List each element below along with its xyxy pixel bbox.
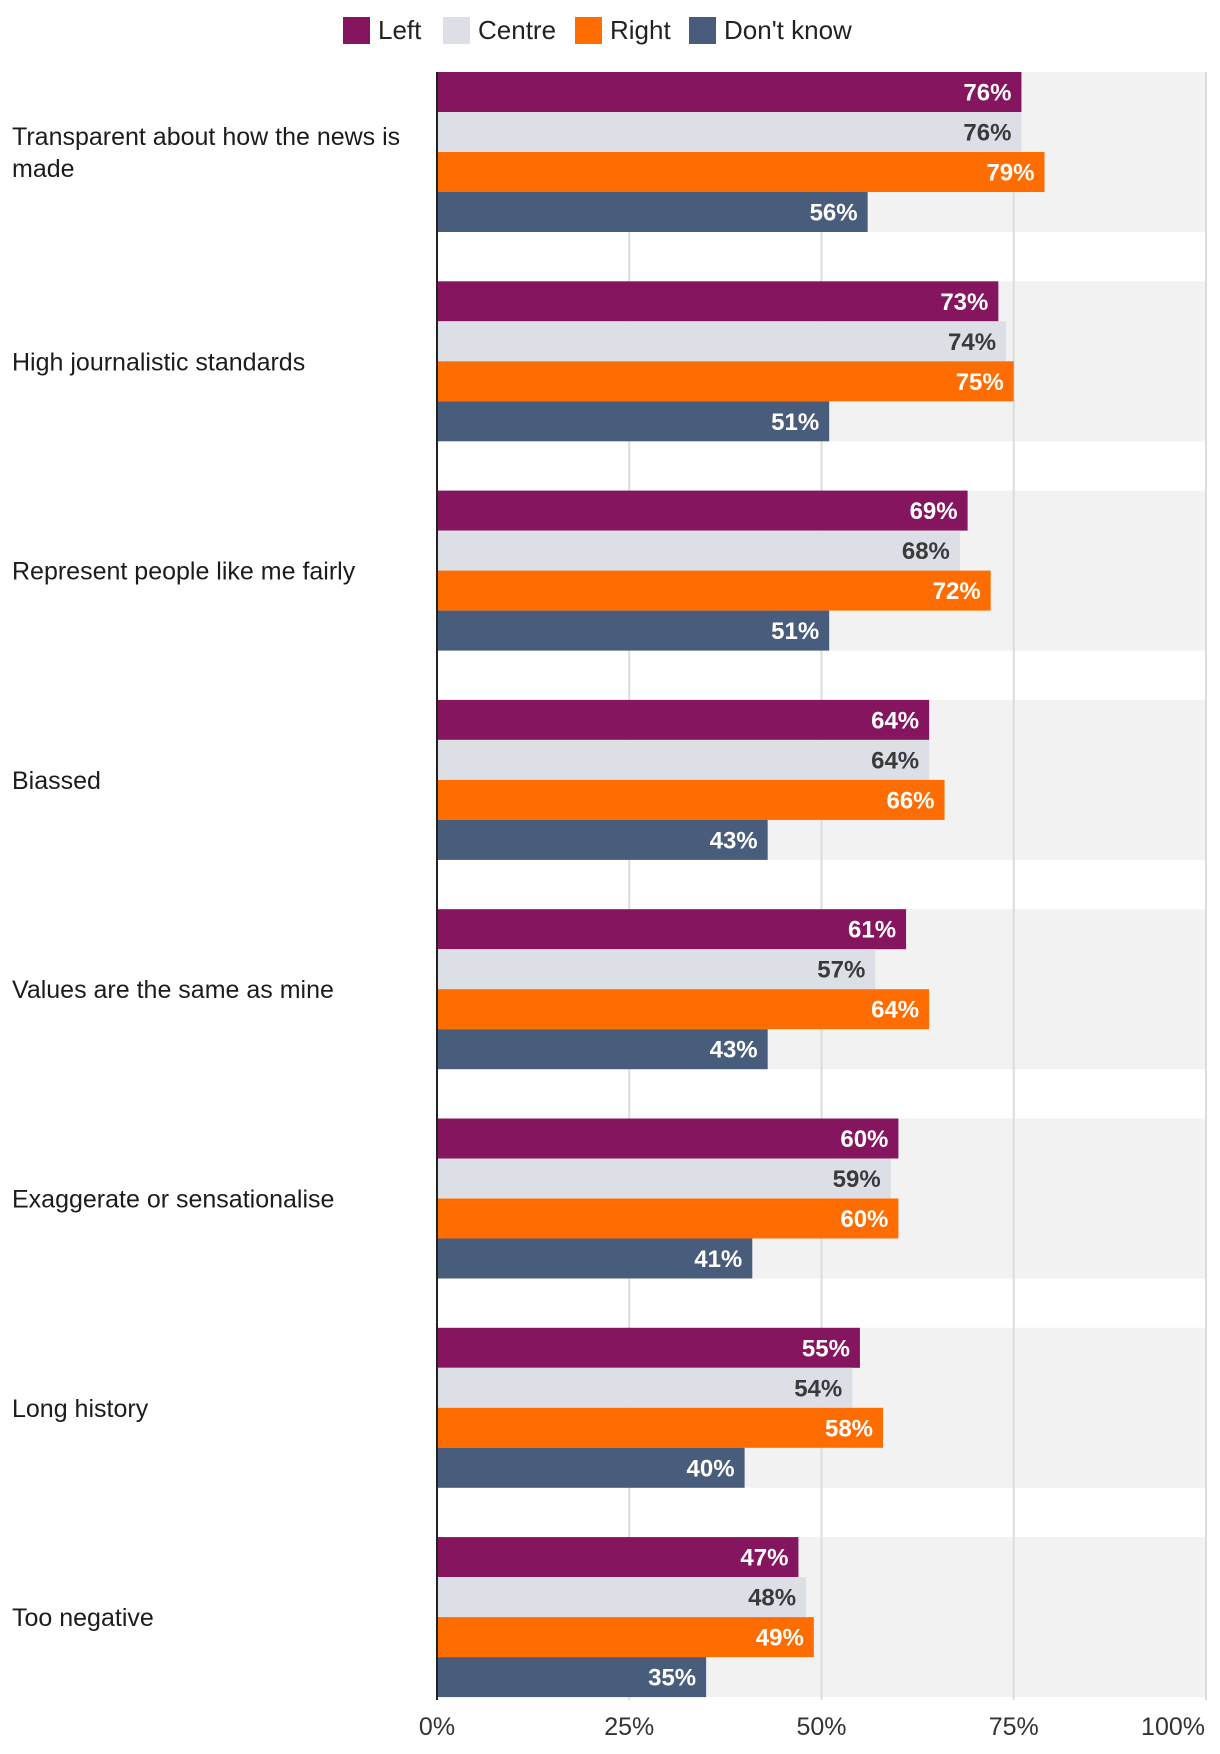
- value-labels: 76% 76% 79% 56% 73% 74% 75% 51% 69% 68% 72% 51% 64% 6…: [648, 80, 1034, 1692]
- value-label: 40%: [687, 1455, 735, 1482]
- value-label: 66%: [886, 787, 934, 814]
- legend-item: Centre: [443, 15, 556, 45]
- bar: [437, 1577, 807, 1618]
- bar: [437, 949, 876, 990]
- bar: [437, 152, 1045, 192]
- bar: [437, 570, 991, 611]
- bar: [437, 779, 945, 820]
- legend-label: Left: [378, 15, 422, 45]
- x-tick-label: 0%: [419, 1713, 455, 1741]
- bar: [437, 281, 999, 322]
- value-label: 72%: [933, 578, 981, 605]
- category-label: High journalistic standards: [12, 348, 305, 376]
- bar: [437, 819, 768, 860]
- x-tick-label: 25%: [604, 1713, 654, 1741]
- bar: [437, 401, 830, 442]
- legend-swatch: [443, 17, 470, 44]
- value-label: 64%: [871, 747, 919, 774]
- value-label: 61%: [848, 917, 896, 944]
- legend: Left Centre Right Don't know: [343, 15, 852, 45]
- value-label: 48%: [748, 1585, 796, 1612]
- legend-item: Left: [343, 15, 422, 45]
- value-label: 68%: [902, 538, 950, 565]
- category-label: Long history: [12, 1395, 149, 1423]
- bar: [437, 1407, 884, 1448]
- bar: [437, 1657, 707, 1698]
- value-label: 64%: [871, 997, 919, 1024]
- category-labels: Transparent about how the news is made Hig…: [12, 123, 400, 1632]
- value-label: 59%: [833, 1166, 881, 1193]
- category-label: Represent people like me fairly: [12, 558, 356, 586]
- bars: [437, 72, 1045, 1698]
- legend-swatch: [689, 17, 716, 44]
- bar: [437, 321, 1007, 362]
- value-label: 64%: [871, 707, 919, 734]
- bar: [437, 1327, 860, 1368]
- value-label: 49%: [756, 1625, 804, 1652]
- value-label: 60%: [840, 1206, 888, 1233]
- bar: [437, 1029, 768, 1070]
- bar: [437, 72, 1022, 112]
- legend-item: Don't know: [689, 15, 852, 45]
- value-label: 57%: [817, 957, 865, 984]
- x-tick-label: 100%: [1141, 1713, 1205, 1741]
- bar: [437, 361, 1014, 402]
- x-tick-label: 75%: [989, 1713, 1039, 1741]
- value-label: 74%: [948, 329, 996, 356]
- bar: [437, 112, 1022, 152]
- bar: [437, 1118, 899, 1159]
- bar: [437, 699, 930, 740]
- value-label: 55%: [802, 1335, 850, 1362]
- legend-swatch: [343, 17, 370, 44]
- bar: [437, 1198, 899, 1239]
- bar: [437, 490, 968, 531]
- value-label: 76%: [963, 80, 1011, 107]
- x-axis: 0% 25% 50% 75% 100%: [419, 72, 1205, 1741]
- legend-label: Right: [610, 15, 671, 45]
- bar: [437, 739, 930, 780]
- value-label: 75%: [956, 369, 1004, 396]
- x-tick-label: 50%: [796, 1713, 846, 1741]
- category-label: Exaggerate or sensationalise: [12, 1186, 334, 1214]
- value-label: 41%: [694, 1246, 742, 1273]
- value-label: 47%: [740, 1545, 788, 1572]
- value-label: 76%: [963, 120, 1011, 147]
- legend-swatch: [575, 17, 602, 44]
- bar: [437, 1537, 799, 1578]
- legend-item: Right: [575, 15, 671, 45]
- legend-label: Centre: [478, 15, 556, 45]
- value-label: 43%: [710, 827, 758, 854]
- bar: [437, 610, 830, 651]
- value-label: 43%: [710, 1037, 758, 1064]
- value-label: 73%: [940, 289, 988, 316]
- bar: [437, 1367, 853, 1408]
- value-label: 60%: [840, 1126, 888, 1153]
- category-label: Values are the same as mine: [12, 976, 334, 1004]
- value-label: 51%: [771, 618, 819, 645]
- value-label: 69%: [910, 498, 958, 525]
- legend-label: Don't know: [724, 15, 852, 45]
- bar: [437, 192, 868, 232]
- category-label: Biassed: [12, 767, 101, 795]
- bar: [437, 1447, 745, 1488]
- bar: [437, 909, 907, 950]
- bar: [437, 1158, 891, 1199]
- value-label: 56%: [810, 200, 858, 227]
- bar: [437, 989, 930, 1030]
- category-label: Too negative: [12, 1604, 154, 1632]
- value-label: 79%: [986, 160, 1034, 187]
- value-label: 54%: [794, 1375, 842, 1402]
- value-label: 35%: [648, 1665, 696, 1692]
- value-label: 58%: [825, 1415, 873, 1442]
- bar: [437, 530, 960, 571]
- category-label: Transparent about how the news is made: [12, 123, 400, 183]
- bar: [437, 1617, 814, 1658]
- value-label: 51%: [771, 409, 819, 436]
- bar: [437, 1238, 753, 1279]
